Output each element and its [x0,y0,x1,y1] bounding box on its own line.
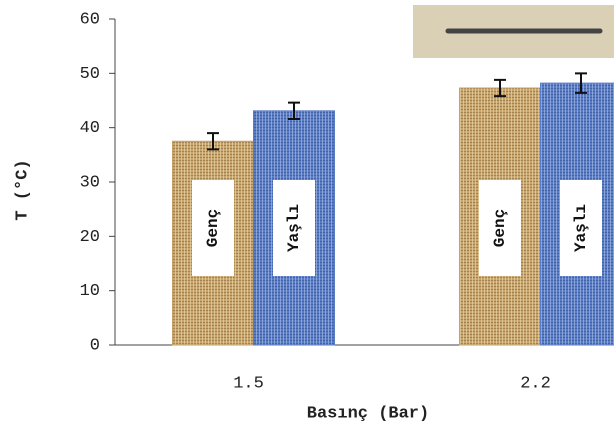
x-axis-label: Basınç (Bar) [307,404,429,423]
y-tick-label: 50 [80,65,100,84]
x-tick-label: 2.2 [520,374,551,393]
x-tick-label: 1.5 [233,374,264,393]
bar-series-label: Genç [204,209,222,247]
bar-series-label: Yaşlı [285,204,303,252]
y-tick-label: 20 [80,228,100,247]
y-tick-label: 40 [80,119,100,138]
y-tick-label: 60 [80,10,100,29]
bar-series-label: Genç [491,209,509,247]
y-tick-label: 30 [80,173,100,192]
y-tick-label: 10 [80,282,100,301]
bar-series-label: Yaşlı [572,204,590,252]
chart: T (°C) Basınç (Bar) 0 10 20 30 40 50 60 1.5 Genç… [0,0,614,431]
inset-photo [413,5,614,58]
y-axis-label: T (°C) [13,159,32,220]
y-tick-label: 0 [90,336,100,355]
